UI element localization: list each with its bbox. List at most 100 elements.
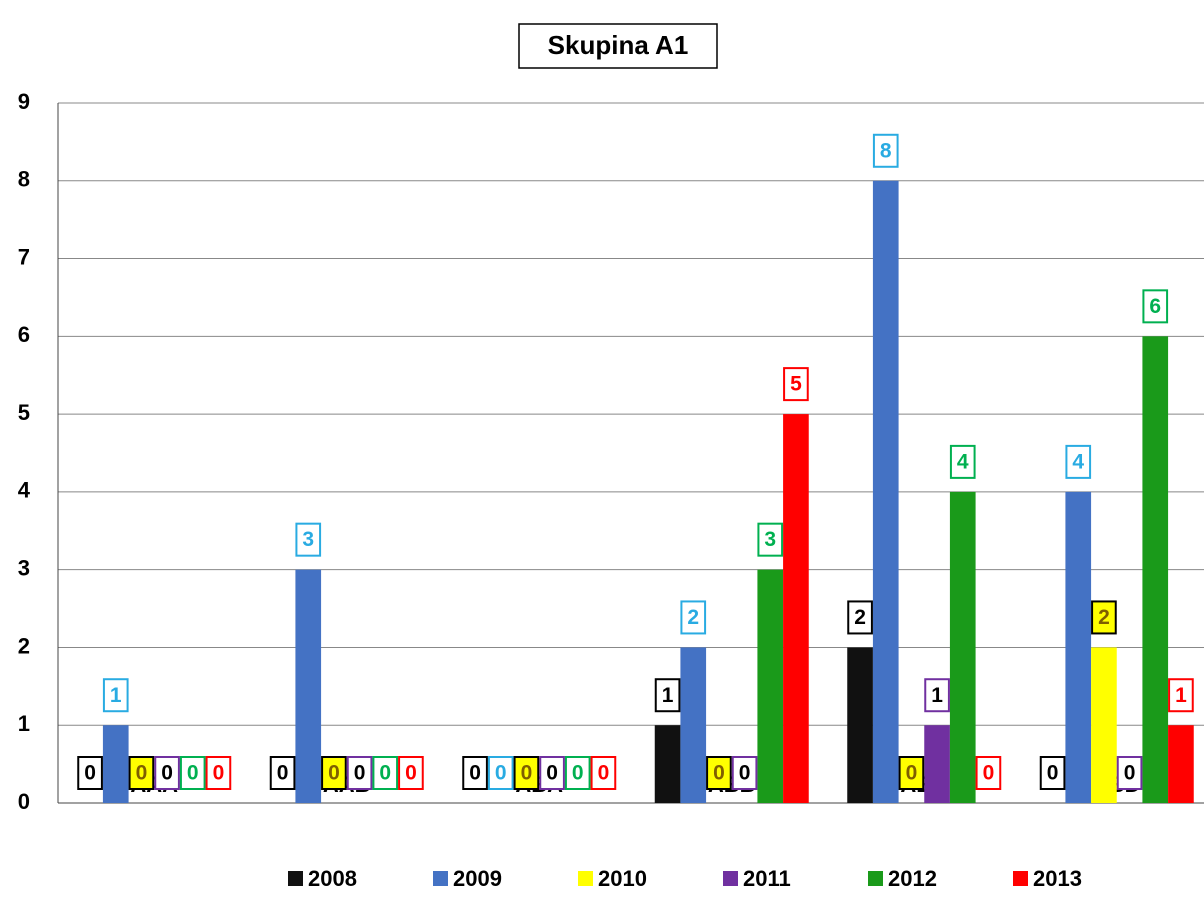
data-label: 0 bbox=[739, 762, 751, 785]
legend-label: 2012 bbox=[888, 866, 937, 891]
data-label: 0 bbox=[136, 762, 148, 785]
legend-label: 2013 bbox=[1033, 866, 1082, 891]
y-tick-label: 6 bbox=[18, 322, 30, 347]
bar bbox=[1168, 725, 1194, 803]
data-label: 0 bbox=[572, 762, 584, 785]
y-tick-label: 9 bbox=[18, 89, 30, 114]
data-label-box bbox=[295, 522, 322, 557]
data-label: 0 bbox=[713, 762, 725, 785]
data-label: 2 bbox=[1098, 606, 1110, 629]
bar bbox=[654, 725, 681, 803]
data-label: 0 bbox=[546, 762, 558, 785]
data-label: 0 bbox=[161, 762, 173, 785]
data-label: 8 bbox=[880, 139, 892, 162]
data-label-box bbox=[924, 678, 950, 713]
legend-swatch bbox=[1013, 871, 1028, 886]
data-label: 0 bbox=[354, 762, 366, 785]
data-label: 4 bbox=[1072, 450, 1084, 473]
data-label: 0 bbox=[84, 762, 96, 785]
data-label: 1 bbox=[1175, 684, 1187, 707]
data-label: 0 bbox=[469, 762, 481, 785]
legend-label: 2010 bbox=[598, 866, 647, 891]
data-label-box bbox=[462, 756, 488, 790]
y-tick-label: 0 bbox=[18, 789, 30, 814]
data-label-box bbox=[77, 756, 103, 790]
data-label-box bbox=[783, 367, 809, 402]
data-label: 0 bbox=[983, 762, 995, 785]
data-label: 3 bbox=[764, 528, 776, 551]
data-label: 5 bbox=[790, 373, 802, 396]
data-label-box bbox=[757, 522, 784, 557]
data-label-box bbox=[1142, 289, 1169, 324]
data-label: 1 bbox=[110, 684, 122, 707]
data-label-box bbox=[1168, 678, 1194, 713]
y-tick-label: 1 bbox=[18, 711, 30, 736]
legend-swatch bbox=[578, 871, 593, 886]
data-label-box bbox=[1065, 444, 1092, 479]
bar bbox=[847, 647, 873, 803]
y-tick-label: 4 bbox=[18, 478, 31, 503]
data-label-box bbox=[654, 678, 681, 713]
data-label-box bbox=[154, 756, 180, 790]
legend-label: 2011 bbox=[743, 866, 791, 891]
data-label: 0 bbox=[213, 762, 225, 785]
data-label-box bbox=[706, 756, 732, 790]
data-label-box bbox=[372, 756, 399, 790]
data-label-box bbox=[898, 756, 925, 790]
legend-swatch bbox=[433, 871, 448, 886]
data-label: 2 bbox=[854, 606, 866, 629]
bar bbox=[949, 491, 976, 803]
y-tick-label: 7 bbox=[18, 244, 30, 269]
data-label-box bbox=[487, 756, 514, 790]
bar bbox=[757, 569, 784, 803]
data-label: 6 bbox=[1149, 295, 1161, 318]
data-label: 1 bbox=[662, 684, 674, 707]
data-label: 0 bbox=[187, 762, 199, 785]
legend-swatch bbox=[288, 871, 303, 886]
data-label: 4 bbox=[957, 450, 969, 473]
legend-label: 2008 bbox=[308, 866, 357, 891]
bar bbox=[1065, 491, 1092, 803]
data-label-box bbox=[680, 600, 707, 635]
legend-label: 2009 bbox=[453, 866, 502, 891]
bar bbox=[295, 569, 322, 803]
data-label-box bbox=[269, 756, 296, 790]
data-label-box bbox=[513, 756, 540, 790]
chart-title: Skupina A1 bbox=[548, 30, 689, 60]
data-label: 0 bbox=[598, 762, 610, 785]
bar bbox=[1142, 336, 1169, 803]
data-label-box bbox=[179, 756, 206, 790]
data-label-box bbox=[102, 678, 129, 713]
data-label: 0 bbox=[906, 762, 918, 785]
y-tick-label: 2 bbox=[18, 633, 30, 658]
data-label-box bbox=[128, 756, 155, 790]
data-label-box bbox=[205, 756, 232, 790]
data-label: 0 bbox=[495, 762, 507, 785]
bar bbox=[872, 180, 899, 803]
data-label: 0 bbox=[1124, 762, 1136, 785]
data-label-box bbox=[1116, 756, 1143, 790]
y-tick-label: 8 bbox=[18, 167, 30, 192]
data-label: 0 bbox=[1047, 762, 1059, 785]
title-box bbox=[518, 23, 718, 69]
data-label-box bbox=[1091, 600, 1117, 635]
data-label-box bbox=[1039, 756, 1066, 790]
data-label: 2 bbox=[687, 606, 699, 629]
data-label-box bbox=[975, 756, 1002, 790]
data-label: 0 bbox=[521, 762, 533, 785]
data-label-box bbox=[398, 756, 424, 790]
data-label-box bbox=[346, 756, 373, 790]
data-label-box bbox=[590, 756, 617, 790]
bar bbox=[1091, 647, 1117, 803]
data-label-box bbox=[847, 600, 873, 635]
data-label: 0 bbox=[405, 762, 417, 785]
bar bbox=[680, 647, 707, 803]
y-tick-label: 5 bbox=[18, 400, 30, 425]
data-label-box bbox=[731, 756, 758, 790]
data-label: 3 bbox=[302, 528, 314, 551]
bar bbox=[783, 414, 809, 803]
data-label-box bbox=[872, 133, 899, 168]
legend-swatch bbox=[723, 871, 738, 886]
legend-swatch bbox=[868, 871, 883, 886]
bar bbox=[102, 725, 129, 803]
